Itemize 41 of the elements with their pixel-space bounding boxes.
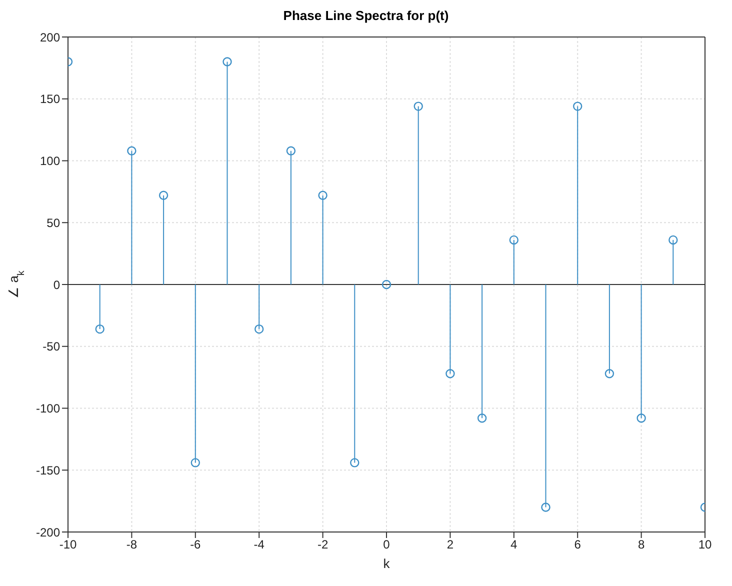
x-tick-label: -8 bbox=[126, 538, 138, 552]
point bbox=[573, 102, 582, 111]
x-tick-label: 0 bbox=[383, 538, 390, 552]
point bbox=[636, 414, 646, 423]
point bbox=[190, 458, 200, 468]
y-tick-label: -150 bbox=[36, 463, 60, 478]
y-tick-label: 50 bbox=[46, 216, 60, 230]
x-tick-label: 6 bbox=[574, 538, 582, 552]
point bbox=[95, 324, 104, 334]
point bbox=[509, 235, 518, 245]
y-tick-label: 0 bbox=[53, 278, 60, 292]
x-tick-label: 8 bbox=[638, 538, 645, 552]
x-tick-label: -6 bbox=[190, 538, 202, 552]
point bbox=[541, 502, 550, 512]
y-tick-label: 200 bbox=[40, 30, 60, 44]
point bbox=[382, 280, 392, 290]
y-tick-label: 100 bbox=[40, 154, 60, 168]
point bbox=[668, 235, 678, 245]
y-tick-label: -50 bbox=[42, 340, 60, 354]
point bbox=[446, 369, 455, 378]
point bbox=[127, 146, 136, 156]
point bbox=[318, 190, 328, 200]
y-tick-label: -200 bbox=[36, 525, 60, 540]
point bbox=[477, 414, 487, 423]
point bbox=[604, 369, 614, 378]
x-tick-label: 4 bbox=[510, 538, 518, 552]
point bbox=[254, 324, 264, 334]
x-tick-label: -10 bbox=[59, 538, 77, 552]
x-tick-label: 2 bbox=[446, 538, 454, 552]
y-tick-label: 150 bbox=[40, 92, 60, 106]
y-tick-label: -100 bbox=[36, 402, 60, 416]
chart-title: Phase Line Spectra for p(t) bbox=[282, 8, 450, 25]
point bbox=[350, 458, 360, 468]
point bbox=[222, 57, 232, 66]
point bbox=[158, 190, 168, 200]
x-tick-label: -2 bbox=[317, 538, 328, 552]
x-axis-title: k bbox=[383, 556, 390, 571]
x-tick-label: 10 bbox=[698, 538, 712, 552]
x-tick-label: -4 bbox=[254, 538, 265, 552]
point bbox=[286, 146, 296, 156]
point bbox=[414, 102, 423, 111]
